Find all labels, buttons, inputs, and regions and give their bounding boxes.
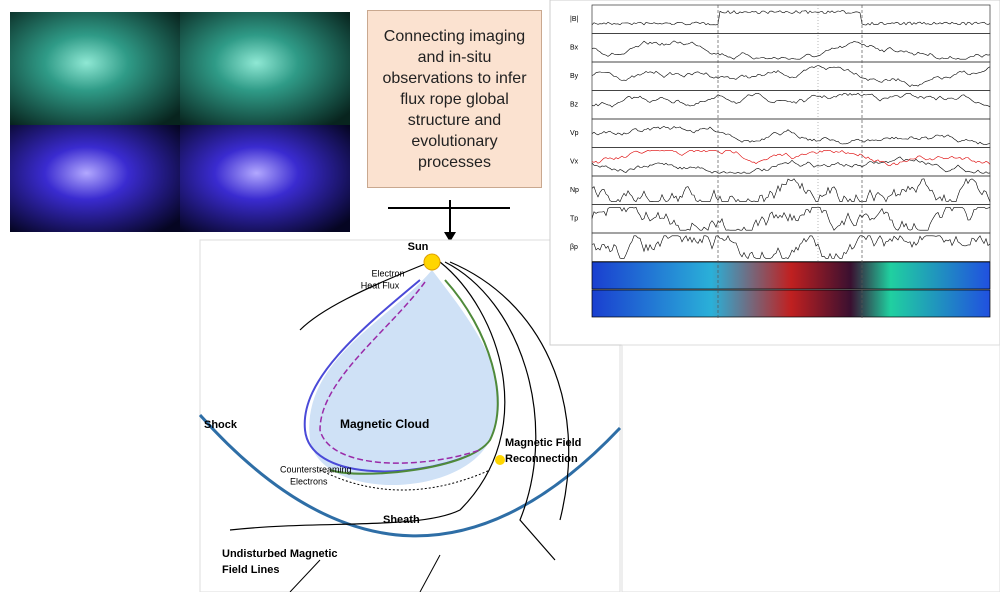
- solar-images: [10, 12, 350, 232]
- image: [180, 125, 350, 232]
- panel-label: |B|: [570, 16, 578, 23]
- text-box: Connecting imaging and in-situ observati…: [367, 10, 542, 188]
- diagram-label: Electrons: [290, 476, 328, 486]
- image: [10, 125, 180, 232]
- panel-label: βp: [570, 244, 578, 251]
- diagram-label: Electron: [371, 268, 404, 278]
- diagram-label: Magnetic Field: [505, 437, 581, 449]
- panel-label: Vp: [570, 130, 579, 137]
- blank-panel: [622, 345, 1000, 592]
- spectrogram: [592, 290, 990, 317]
- diagram-label: Sheath: [383, 514, 420, 526]
- diagram-label: Shock: [204, 419, 238, 431]
- diagram-label: Reconnection: [505, 453, 578, 465]
- diagram-label: Sun: [408, 241, 429, 253]
- diagram-label: Magnetic Cloud: [340, 417, 429, 431]
- page: Sun Electron Heat Flux Magnetic Cloud Shock M…: [0, 0, 1000, 592]
- panel-label: By: [570, 73, 579, 80]
- diagram-label: Heat Flux: [361, 280, 400, 290]
- diagram-label: Counterstreaming: [280, 464, 352, 474]
- spectrogram: [592, 262, 990, 289]
- diagram-label: Undisturbed Magnetic: [222, 548, 338, 560]
- image: [180, 12, 350, 125]
- panel-label: Vx: [570, 159, 579, 166]
- panel-label: Np: [570, 187, 579, 194]
- panel-label: Tp: [570, 216, 578, 223]
- diagram-label: Field Lines: [222, 564, 279, 576]
- image: [10, 12, 180, 125]
- arrow: [388, 200, 510, 242]
- panel-label: Bz: [570, 102, 579, 109]
- panel-label: Bx: [570, 45, 579, 52]
